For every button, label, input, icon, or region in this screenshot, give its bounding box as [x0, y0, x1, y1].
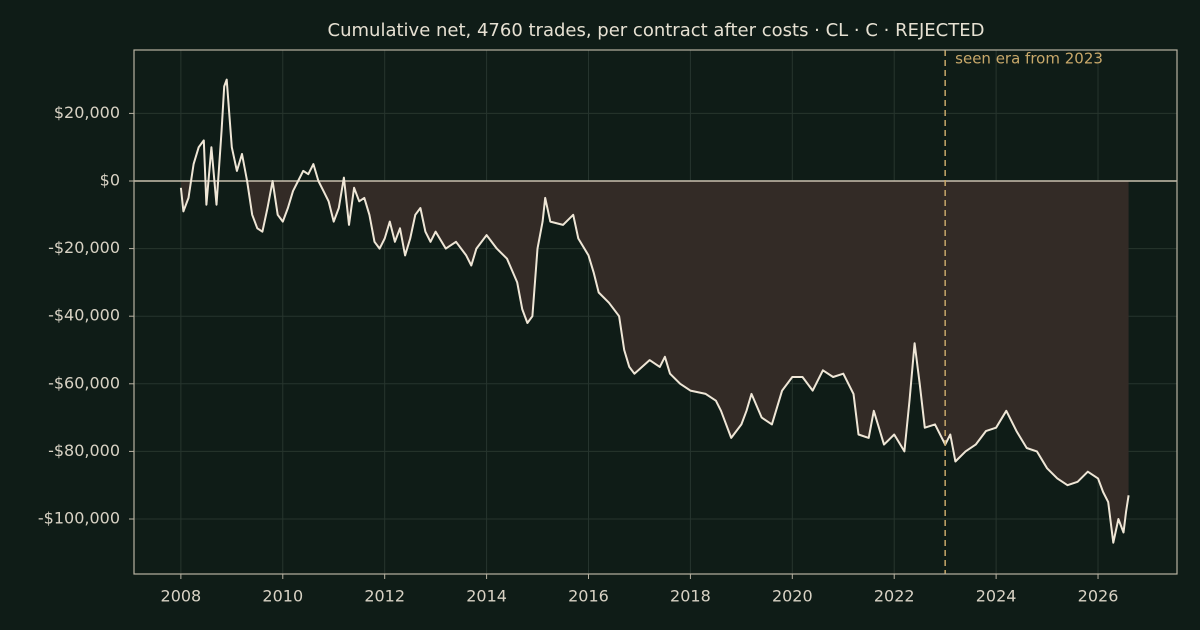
- x-tick-label: 2022: [874, 587, 915, 606]
- chart-title: Cumulative net, 4760 trades, per contrac…: [328, 20, 985, 41]
- x-tick-label: 2020: [772, 587, 813, 606]
- plot-frame: [133, 49, 1178, 575]
- y-tick-label: -$100,000: [38, 509, 120, 528]
- x-tick-label: 2014: [466, 587, 507, 606]
- area-fill: [180, 180, 1129, 543]
- x-tick-label: 2024: [976, 587, 1017, 606]
- y-tick-label: -$40,000: [48, 306, 120, 325]
- x-tick-label: 2008: [161, 587, 202, 606]
- x-tick-label: 2026: [1078, 587, 1119, 606]
- line: [179, 78, 1130, 544]
- y-tick-label: -$20,000: [48, 238, 120, 257]
- y-tick-label: $20,000: [54, 103, 120, 122]
- x-tick-label: 2010: [262, 587, 303, 606]
- x-tick-label: 2012: [364, 587, 405, 606]
- x-tick-label: 2018: [670, 587, 711, 606]
- y-tick-label: -$60,000: [48, 373, 120, 392]
- y-tick-label: $0: [100, 170, 120, 189]
- x-tick-label: 2016: [568, 587, 609, 606]
- era-label: seen era from 2023: [955, 50, 1103, 68]
- y-tick-label: -$80,000: [48, 441, 120, 460]
